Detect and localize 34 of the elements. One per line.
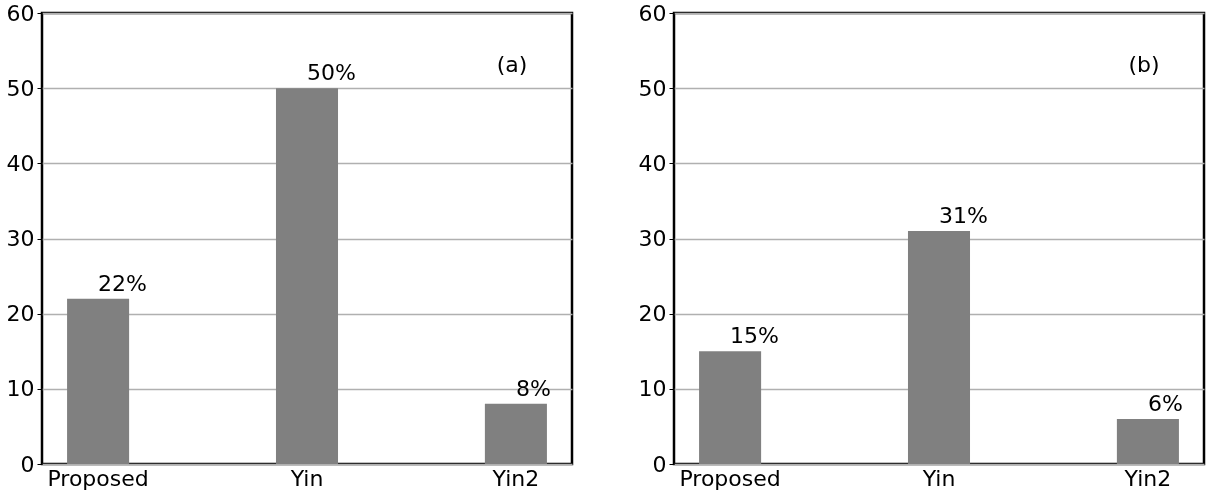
data-label: 15% xyxy=(730,323,779,349)
y-tick-label: 20 xyxy=(6,301,35,327)
y-tick-label: 0 xyxy=(652,451,667,477)
y-tick-label: 40 xyxy=(6,150,35,176)
y-tick-label: 10 xyxy=(6,376,35,402)
y-tick-label: 20 xyxy=(638,301,667,327)
annotation: (b) xyxy=(1128,52,1160,77)
data-label: 22% xyxy=(98,270,147,296)
bar xyxy=(67,298,130,464)
annotation: (a) xyxy=(496,52,528,77)
y-tick-label: 50 xyxy=(638,75,667,101)
data-label: 31% xyxy=(939,202,988,228)
data-label: 50% xyxy=(307,60,356,86)
y-tick-label: 30 xyxy=(638,226,667,251)
x-tick-label: Yin2 xyxy=(491,465,540,491)
x-tick-label: Yin2 xyxy=(1123,465,1172,491)
y-tick-label: 60 xyxy=(6,0,35,26)
y-tick-label: 10 xyxy=(638,376,667,402)
x-tick-label: Yin xyxy=(289,465,324,491)
y-tick-label: 0 xyxy=(20,451,35,477)
bar xyxy=(699,351,762,464)
x-tick-label: Proposed xyxy=(679,465,781,491)
y-tick-label: 50 xyxy=(6,75,35,101)
bar xyxy=(907,230,971,464)
data-label: 8% xyxy=(515,375,551,401)
y-tick-label: 40 xyxy=(638,150,667,176)
data-label: 6% xyxy=(1147,390,1183,416)
x-tick-label: Proposed xyxy=(47,465,149,491)
y-tick-label: 30 xyxy=(6,226,35,251)
bar xyxy=(275,88,339,464)
bar xyxy=(1116,418,1179,464)
bar xyxy=(484,403,547,464)
x-tick-label: Yin xyxy=(921,465,956,491)
y-tick-label: 60 xyxy=(638,0,667,26)
